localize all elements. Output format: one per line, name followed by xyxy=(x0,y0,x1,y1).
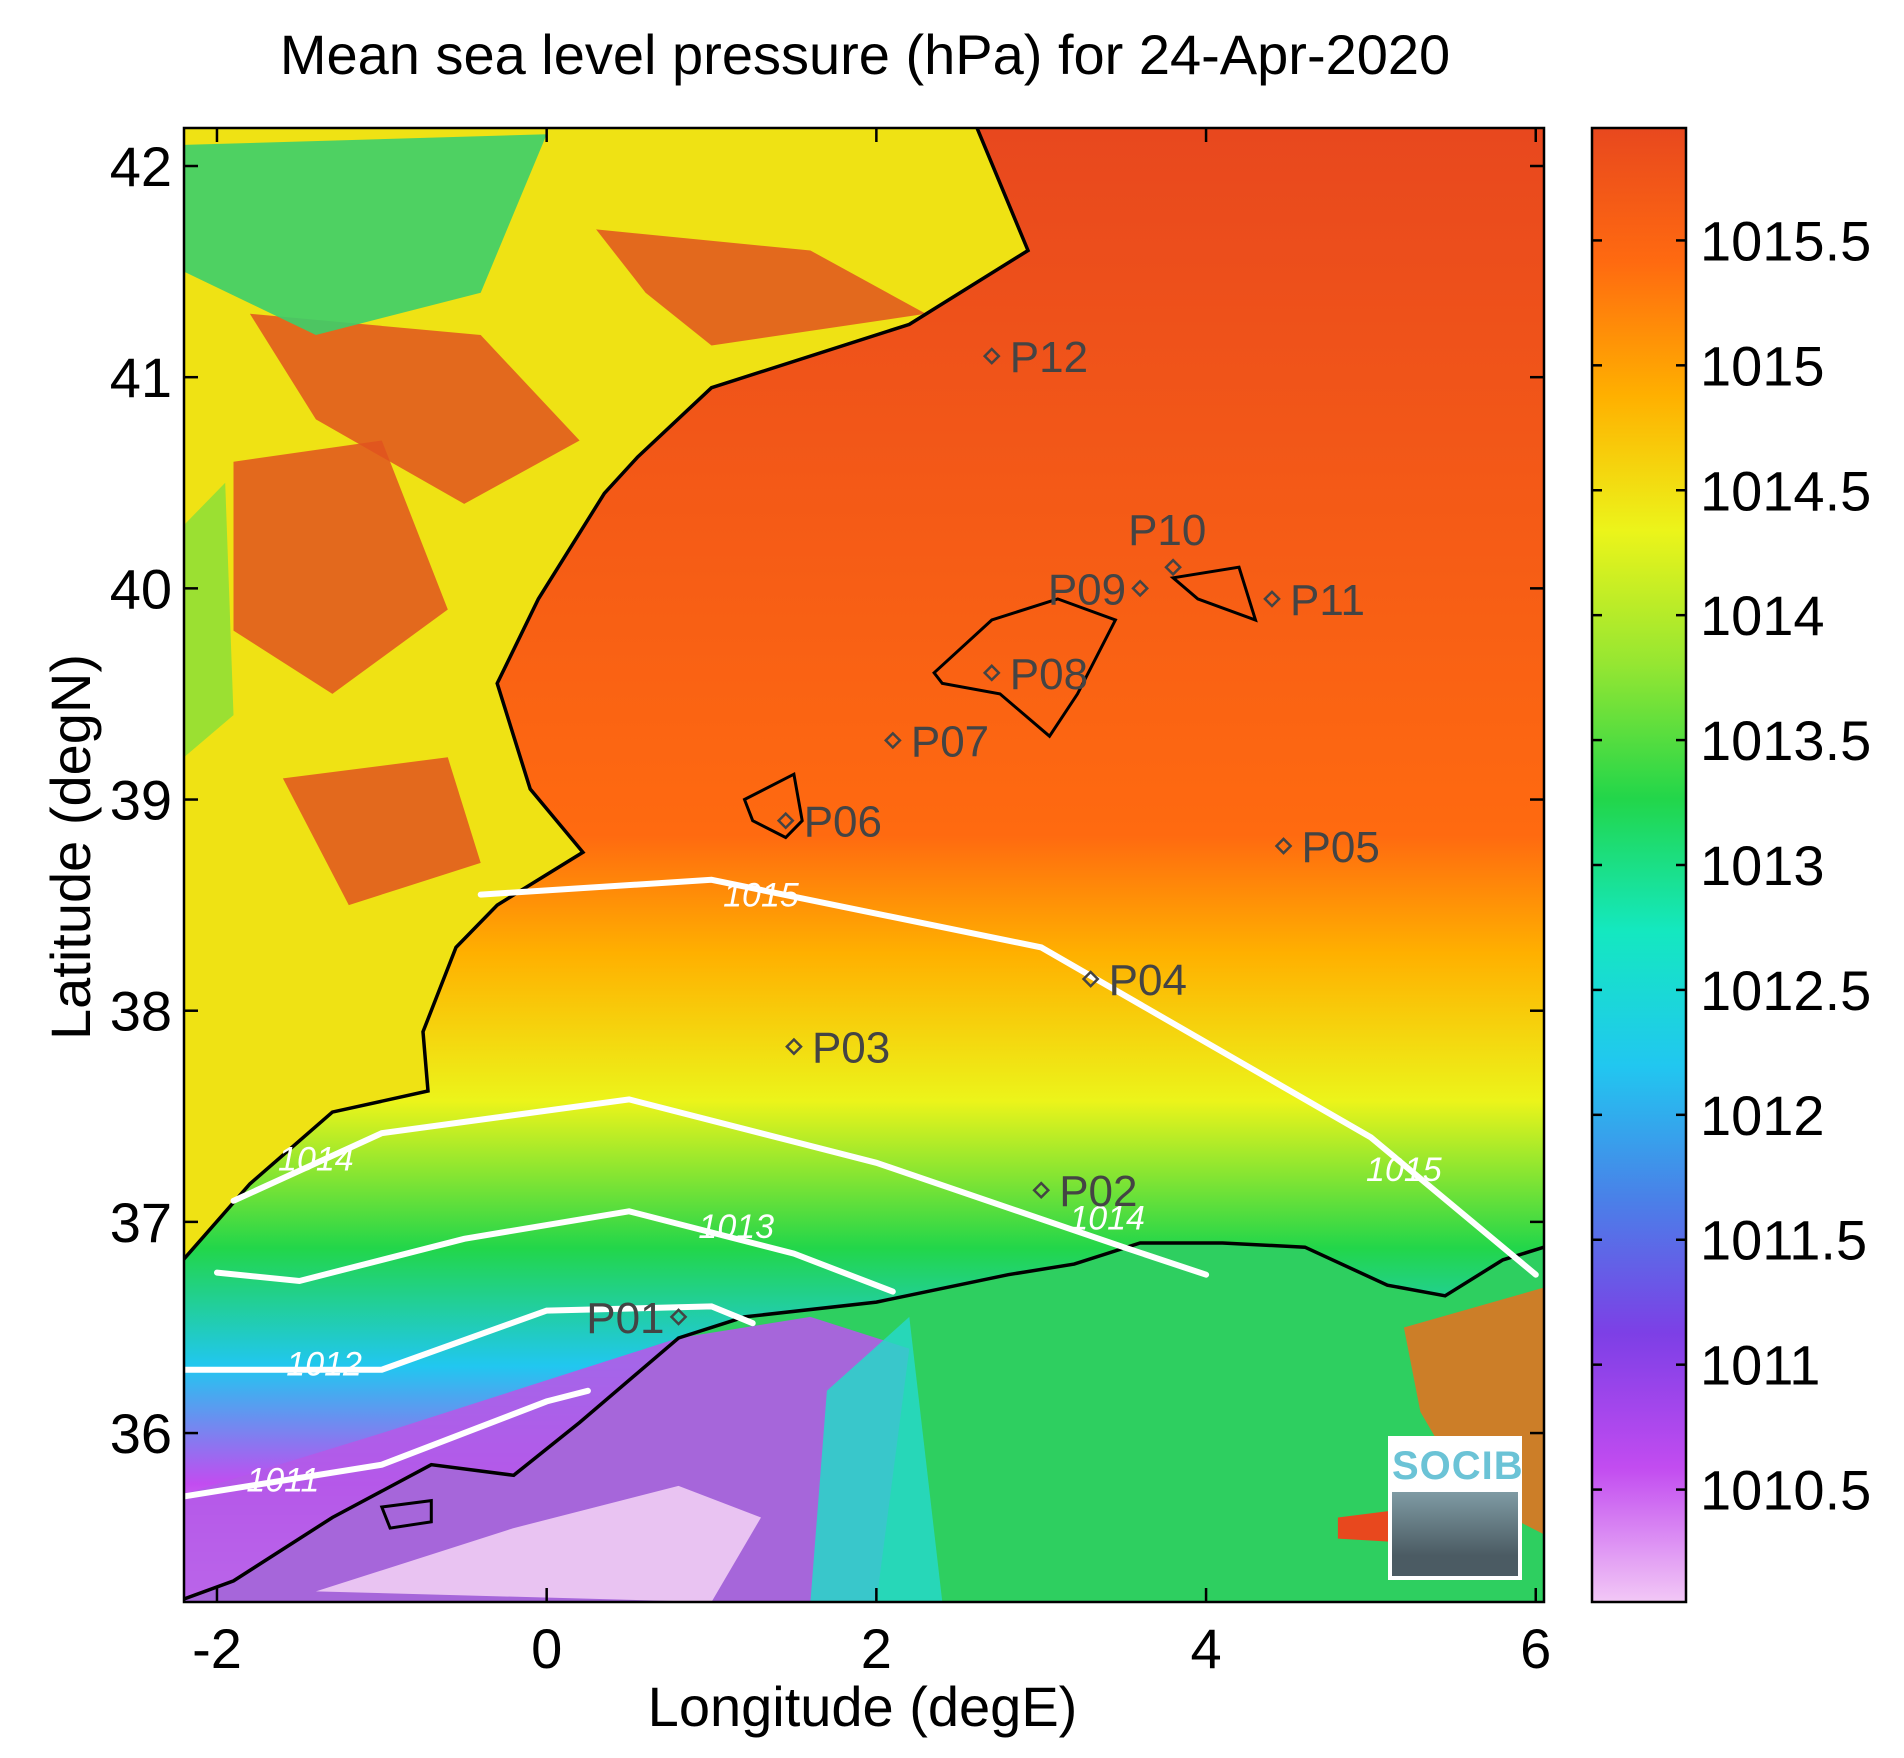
contour-line-1013 xyxy=(214,1208,896,1295)
x-tick-label: 6 xyxy=(1520,1617,1551,1680)
land-low-pressure-patch xyxy=(810,1316,943,1602)
map-layers: 1015 1015 1014 1014 1013 1012 1011 P01 P02 P03 P04… xyxy=(184,128,1544,1602)
contour-label: 1013 xyxy=(698,1208,774,1246)
station-label: P10 xyxy=(1128,506,1206,555)
contour-line-1012 xyxy=(184,1303,756,1373)
y-tick-label: 42 xyxy=(110,135,172,198)
y-tick-label: 40 xyxy=(110,557,172,620)
station-marker-P09 xyxy=(1131,579,1149,598)
coast-islet xyxy=(379,1498,433,1530)
station-label: P01 xyxy=(586,1294,664,1343)
contour-line-1011 xyxy=(184,1387,591,1500)
x-tick-label: -2 xyxy=(192,1617,242,1680)
station-label: P04 xyxy=(1109,956,1187,1005)
station-marker-P03 xyxy=(785,1037,803,1056)
coastline-africa xyxy=(184,1241,1544,1601)
station-label: P02 xyxy=(1059,1167,1137,1216)
station-label: P05 xyxy=(1302,823,1380,872)
colorbar-tick-label: 1014 xyxy=(1700,584,1825,647)
land-high-pressure-patch xyxy=(596,229,926,346)
station-marker-P02 xyxy=(1032,1181,1051,1200)
colorbar-tick-label: 1011.5 xyxy=(1700,1209,1867,1272)
y-tick-label: 39 xyxy=(110,769,172,832)
station-label: P11 xyxy=(1290,576,1365,625)
station-label: P12 xyxy=(1010,333,1088,382)
colorbar-tick-label: 1012.5 xyxy=(1700,959,1871,1022)
land-high-pressure-patch xyxy=(249,313,580,504)
station-label: P07 xyxy=(911,717,989,766)
colorbar-tick-label: 1010.5 xyxy=(1700,1459,1871,1522)
station-label: P03 xyxy=(812,1024,890,1073)
colorbar-tick-label: 1011 xyxy=(1700,1334,1820,1397)
chart-title: Mean sea level pressure (hPa) for 24-Apr… xyxy=(279,23,1451,86)
y-tick-label: 38 xyxy=(110,980,172,1043)
station-marker-P05 xyxy=(1274,837,1293,855)
island-ibiza xyxy=(742,771,804,840)
station-marker-P06 xyxy=(776,811,795,830)
land-high-pressure-patch xyxy=(233,440,448,694)
colorbar-tick-label: 1014.5 xyxy=(1700,459,1871,522)
contour-line-1014 xyxy=(230,1096,1210,1278)
land-low-pressure-patch xyxy=(184,134,547,335)
y-tick-label: 37 xyxy=(110,1191,172,1254)
x-tick-label: 4 xyxy=(1190,1617,1221,1680)
island-menorca xyxy=(1169,565,1258,623)
contour-label: 1012 xyxy=(286,1345,362,1383)
coastline-iberia xyxy=(184,128,1031,1262)
contour-line-1015 xyxy=(477,876,1539,1278)
station-label: P06 xyxy=(804,798,882,847)
colorbar-tick-label: 1015 xyxy=(1700,334,1825,397)
station-marker-P12 xyxy=(982,347,1001,365)
socib-logo: SOCIB xyxy=(1388,1436,1524,1580)
x-tick-label: 2 xyxy=(861,1617,892,1680)
station-marker-P10 xyxy=(1164,558,1182,577)
y-axis-label: Latitude (degN) xyxy=(39,653,102,1040)
land-high-pressure-patch xyxy=(282,757,481,906)
y-tick-label: 41 xyxy=(110,346,172,409)
colorbar-tick-label: 1015.5 xyxy=(1700,209,1871,272)
contour-label: 1011 xyxy=(246,1462,319,1500)
station-marker-P04 xyxy=(1081,970,1100,988)
x-axis-label: Longitude (degE) xyxy=(647,1675,1078,1738)
station-label: P08 xyxy=(1010,650,1088,699)
station-marker-P01 xyxy=(669,1308,688,1326)
station-label: P09 xyxy=(1048,565,1126,614)
contour-label: 1015 xyxy=(1366,1151,1442,1189)
station-marker-P07 xyxy=(884,731,902,750)
contour-label: 1015 xyxy=(723,877,799,915)
contour-label: 1014 xyxy=(1069,1200,1145,1238)
colorbar-tick-label: 1012 xyxy=(1700,1084,1825,1147)
contour-label: 1014 xyxy=(278,1141,354,1179)
island-mallorca xyxy=(932,597,1118,739)
plot-frame xyxy=(182,126,1546,1604)
logo-text: SOCIB xyxy=(1392,1444,1524,1488)
land-lowest-pressure-patch xyxy=(315,1485,761,1602)
x-tick-label: 0 xyxy=(531,1617,562,1680)
colorbar-tick-label: 1013 xyxy=(1700,834,1825,897)
station-marker-P11 xyxy=(1263,590,1281,608)
y-tick-label: 36 xyxy=(110,1402,172,1465)
colorbar xyxy=(1590,126,1688,1604)
logo-banner xyxy=(1392,1440,1518,1492)
colorbar-tick-label: 1013.5 xyxy=(1700,709,1871,772)
station-marker-P08 xyxy=(982,663,1001,682)
land-low-pressure-patch xyxy=(184,482,234,758)
